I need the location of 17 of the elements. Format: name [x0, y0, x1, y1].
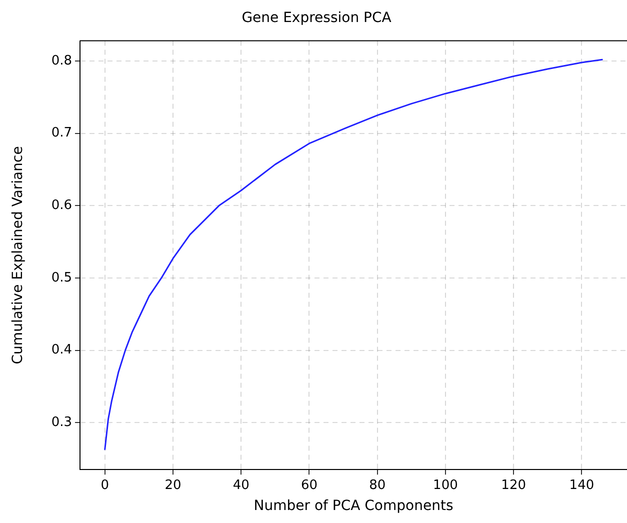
x-tick-label: 100 [433, 478, 458, 493]
y-tick-label: 0.8 [51, 53, 72, 68]
x-tick-label: 140 [569, 478, 594, 493]
chart-title: Gene Expression PCA [242, 10, 392, 26]
x-tick-label: 20 [164, 478, 182, 493]
x-tick-label: 0 [100, 478, 110, 493]
x-tick-label: 40 [232, 478, 250, 493]
y-tick-label: 0.5 [51, 270, 72, 286]
y-axis-title: Cumulative Explained Variance [10, 146, 26, 364]
x-tick-label: 60 [300, 478, 318, 493]
y-tick-label: 0.6 [51, 198, 72, 214]
y-tick-label: 0.7 [51, 126, 72, 141]
x-axis-title: Number of PCA Components [254, 498, 454, 514]
y-tick-label: 0.4 [51, 342, 72, 358]
y-tick-label: 0.3 [51, 414, 72, 430]
x-tick-label: 80 [369, 478, 386, 493]
x-tick-label: 120 [501, 478, 526, 493]
